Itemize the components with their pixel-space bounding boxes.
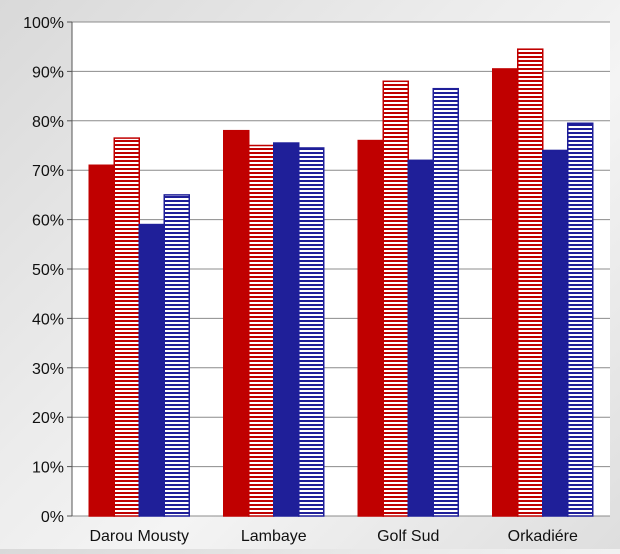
bar bbox=[298, 147, 325, 517]
bar bbox=[273, 142, 300, 517]
y-tick-label: 80% bbox=[32, 114, 64, 131]
bar bbox=[567, 122, 594, 517]
bar bbox=[382, 80, 409, 517]
y-tick-label: 10% bbox=[32, 460, 64, 477]
bar bbox=[492, 68, 519, 517]
bar bbox=[113, 137, 140, 517]
y-tick-label: 100% bbox=[23, 15, 64, 32]
bar bbox=[138, 223, 165, 517]
y-tick-label: 90% bbox=[32, 64, 64, 81]
bar bbox=[407, 159, 434, 517]
category-label: Orkadiére bbox=[508, 528, 578, 545]
y-tick-label: 20% bbox=[32, 410, 64, 427]
category-label: Golf Sud bbox=[377, 528, 439, 545]
category-label: Lambaye bbox=[241, 528, 307, 545]
bar bbox=[542, 149, 569, 517]
y-tick-label: 70% bbox=[32, 163, 64, 180]
category-label: Darou Mousty bbox=[89, 528, 189, 545]
bar bbox=[163, 194, 190, 517]
bar bbox=[88, 164, 115, 517]
y-tick-label: 30% bbox=[32, 361, 64, 378]
y-tick-label: 40% bbox=[32, 311, 64, 328]
bar bbox=[248, 144, 275, 517]
y-tick-label: 50% bbox=[32, 262, 64, 279]
bar bbox=[432, 87, 459, 517]
y-tick-label: 60% bbox=[32, 213, 64, 230]
y-tick-label: 0% bbox=[41, 509, 64, 526]
bar bbox=[517, 48, 544, 517]
bar bbox=[357, 139, 384, 517]
bar bbox=[223, 129, 250, 517]
